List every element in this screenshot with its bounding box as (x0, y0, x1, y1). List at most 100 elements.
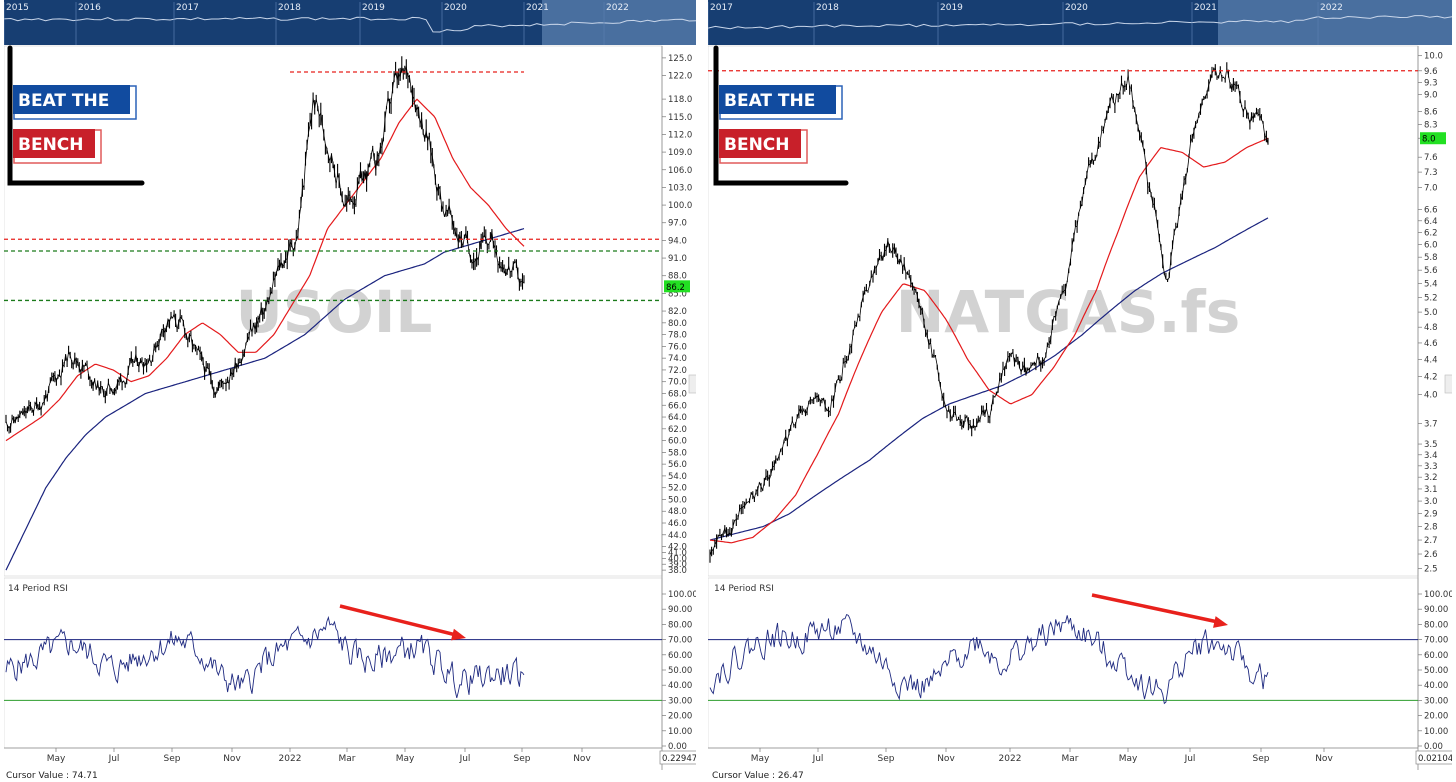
price-tick-label: 41.0 (668, 548, 687, 558)
rsi-tick-label: 80.00 (1424, 620, 1448, 630)
ma50-line (709, 137, 1269, 544)
x-tick-label: May (751, 754, 770, 764)
usoil-chart[interactable]: 2015 2016 2017 2018 2019 2020 2021 2022 125.0 122… (4, 0, 696, 782)
price-tick-label: 38.0 (668, 566, 687, 576)
brand-top-text: BEAT THE (18, 91, 109, 111)
price-tick-label: 2.6 (1424, 550, 1438, 560)
overview-year-label: 2022 (606, 3, 629, 13)
overview-year-label: 2017 (176, 3, 199, 13)
rsi-tick-label: 30.00 (1424, 696, 1448, 706)
brand-bottom-box (719, 129, 801, 158)
price-tick-label: 4.6 (1424, 339, 1438, 349)
overview-year-label: 2021 (1194, 3, 1217, 13)
price-tick-label: 42.0 (668, 543, 687, 553)
price-tick-label: 68.0 (668, 389, 687, 399)
price-tick-label: 74.0 (668, 354, 687, 364)
price-tick-label: 52.0 (668, 484, 687, 494)
price-tick-label: 5.6 (1424, 266, 1438, 276)
ratio-value: 0.2294773 (662, 754, 696, 764)
rsi-tick-label: 50.00 (668, 666, 692, 676)
last-price-badge (664, 280, 690, 293)
overview-year-label: 2019 (362, 3, 385, 13)
rsi-tick-label: 40.00 (1424, 681, 1448, 691)
ratio-box[interactable] (1415, 750, 1452, 765)
price-tick-label: 9.3 (1424, 79, 1438, 89)
price-tick-label: 72.0 (668, 366, 687, 376)
price-tick-label: 5.8 (1424, 253, 1438, 263)
rsi-title: 14 Period RSI (714, 584, 774, 594)
price-tick-label: 70.0 (668, 378, 687, 388)
price-tick-label: 97.0 (668, 219, 687, 229)
ma200-line (5, 228, 525, 571)
price-tick-label: 118.0 (668, 95, 692, 105)
last-price-label: 8.0 (1422, 135, 1436, 145)
x-tick-label: Nov (573, 754, 591, 764)
price-tick-label: 3.4 (1424, 451, 1438, 461)
price-tick-label: 4.0 (1424, 391, 1438, 401)
x-tick-label: Mar (1062, 754, 1079, 764)
rsi-tick-label: 90.00 (1424, 605, 1448, 615)
rsi-line (5, 615, 525, 699)
overview-line (4, 16, 696, 33)
price-tick-label: 109.0 (668, 148, 692, 158)
price-tick-label: 103.0 (668, 183, 692, 193)
price-tick-label: 66.0 (668, 401, 687, 411)
price-line (709, 67, 1269, 556)
collapse-tab[interactable] (1444, 374, 1452, 394)
rsi-tick-label: 50.00 (1424, 666, 1448, 676)
rsi-tick-label: 80.00 (668, 620, 692, 630)
price-tick-label: 88.0 (668, 272, 687, 282)
watermark: USOIL (236, 278, 433, 346)
watermark: NATGAS.fs (896, 278, 1241, 346)
price-tick-label: 106.0 (668, 166, 692, 176)
price-tick-label: 6.0 (1424, 241, 1438, 251)
rsi-tick-label: 30.00 (668, 696, 692, 706)
price-tick-label: 78.0 (668, 331, 687, 341)
price-tick-label: 8.3 (1424, 121, 1438, 131)
divergence-arrowhead (450, 628, 466, 641)
ratio-value: 0.0210493 (1418, 754, 1452, 764)
rsi-tick-label: 60.00 (1424, 651, 1448, 661)
rsi-tick-label: 70.00 (1424, 636, 1448, 646)
overview-year-label: 2017 (710, 3, 733, 13)
cursor-value: Cursor Value : 74.71 (6, 771, 98, 781)
overview-year-label: 2019 (940, 3, 963, 13)
overview-selection[interactable] (1218, 0, 1452, 45)
rsi-tick-label: 40.00 (668, 681, 692, 691)
overview-line (708, 15, 1452, 30)
rsi-tick-label: 100.00 (1424, 590, 1452, 600)
ratio-box[interactable] (659, 750, 696, 765)
price-tick-label: 8.6 (1424, 107, 1438, 117)
price-tick-label: 40.0 (668, 554, 687, 564)
price-tick-label: 2.8 (1424, 523, 1438, 533)
x-tick-label: 2022 (999, 754, 1022, 764)
natgas-panel: 2017 2018 2019 2020 2021 2022 10.0 9.6 9.3 9.0 8.6… (708, 0, 1452, 782)
natgas-chart[interactable]: 2017 2018 2019 2020 2021 2022 10.0 9.6 9.3 9.0 8.6… (708, 0, 1452, 782)
price-tick-label: 54.0 (668, 472, 687, 482)
x-tick-label: Nov (1315, 754, 1333, 764)
price-tick-label: 58.0 (668, 448, 687, 458)
rsi-tick-label: 20.00 (1424, 712, 1448, 722)
price-tick-label: 5.0 (1424, 308, 1438, 318)
price-tick-label: 7.6 (1424, 153, 1438, 163)
usoil-panel: 2015 2016 2017 2018 2019 2020 2021 2022 125.0 122… (4, 0, 696, 782)
price-tick-label: 10.0 (1424, 52, 1443, 62)
x-tick-label: Sep (514, 754, 531, 764)
overview-selection[interactable] (542, 0, 696, 45)
rsi-tick-label: 0.00 (1424, 742, 1443, 752)
x-tick-label: Jul (459, 754, 471, 764)
rsi-line (709, 614, 1269, 705)
overview-year-label: 2021 (526, 3, 549, 13)
cursor-value: Cursor Value : 26.47 (712, 771, 804, 781)
brand-bottom-text: BENCH (18, 135, 84, 155)
price-line (5, 65, 525, 429)
collapse-tab[interactable] (688, 374, 696, 394)
price-tick-label: 62.0 (668, 425, 687, 435)
price-tick-label: 2.7 (1424, 536, 1438, 546)
overview-year-label: 2018 (278, 3, 301, 13)
overview-year-label: 2015 (6, 3, 29, 13)
price-tick-label: 6.6 (1424, 205, 1438, 215)
price-tick-label: 6.4 (1424, 217, 1438, 227)
price-tick-label: 9.0 (1424, 91, 1438, 101)
price-tick-label: 94.0 (668, 236, 687, 246)
